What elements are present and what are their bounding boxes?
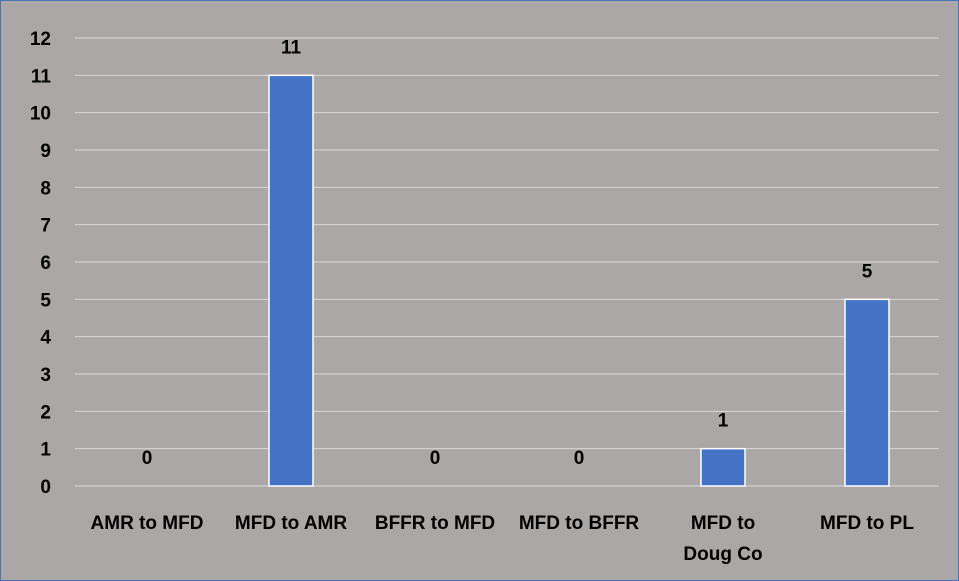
bar [844, 298, 890, 487]
x-category-label: AMR to MFD [91, 513, 204, 534]
x-category-label: MFD to PL [820, 513, 914, 534]
y-tick-label: 12 [30, 29, 51, 50]
y-tick-label: 2 [40, 402, 51, 423]
y-tick-label: 7 [40, 216, 51, 237]
y-tick-label: 4 [40, 328, 51, 349]
x-category-label-line: MFD to PL [820, 513, 914, 534]
data-label: 0 [142, 448, 153, 469]
y-tick-label: 8 [40, 178, 51, 199]
x-category-label-line: AMR to MFD [91, 513, 204, 534]
x-category-label-line: Doug Co [683, 544, 762, 565]
y-tick-label: 6 [40, 253, 51, 274]
x-category-label: MFD to Doug Co [683, 513, 762, 565]
data-label: 5 [862, 261, 873, 282]
x-category-label-line: BFFR to MFD [375, 513, 495, 534]
data-label: 0 [430, 448, 441, 469]
y-tick-label: 5 [40, 290, 51, 311]
data-label: 0 [574, 448, 585, 469]
x-category-label: BFFR to MFD [375, 513, 495, 534]
data-label: 11 [281, 37, 302, 58]
data-label: 1 [718, 411, 729, 432]
bar [268, 74, 314, 487]
x-category-label-line: MFD to [691, 513, 755, 534]
bars [268, 74, 890, 487]
x-category-label-line: MFD to BFFR [519, 513, 640, 534]
x-axis-category-labels: AMR to MFD MFD to AMR BFFR to MFD MFD to BF… [91, 513, 915, 565]
bar [700, 447, 746, 487]
gridlines [75, 37, 939, 487]
y-tick-label: 0 [40, 477, 51, 498]
y-tick-label: 1 [40, 440, 51, 461]
y-tick-label: 3 [40, 365, 51, 386]
x-category-label-line: MFD to AMR [235, 513, 347, 534]
y-tick-label: 9 [40, 141, 51, 162]
y-tick-label: 11 [31, 66, 52, 87]
y-tick-label: 10 [30, 104, 51, 125]
data-labels: 0 11 0 0 1 5 [142, 37, 873, 469]
x-category-label: MFD to BFFR [519, 513, 640, 534]
x-category-label: MFD to AMR [235, 513, 347, 534]
